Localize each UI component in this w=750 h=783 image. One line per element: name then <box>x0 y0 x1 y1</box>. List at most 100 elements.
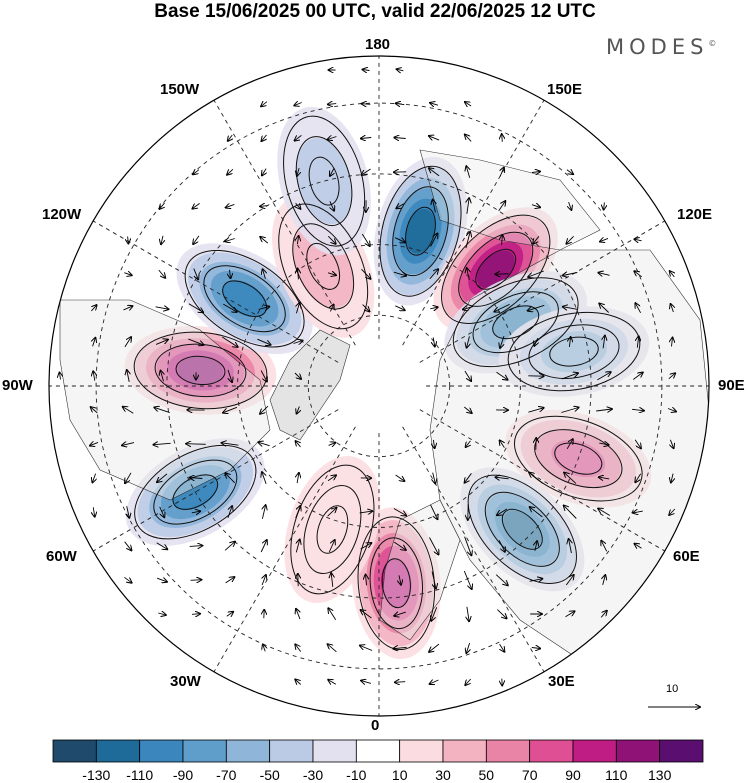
wind-arrow <box>362 168 371 175</box>
wind-arrow <box>93 507 94 516</box>
wind-arrow <box>533 236 540 243</box>
anomaly-contour <box>184 249 305 348</box>
wind-arrow <box>495 574 508 586</box>
wind-arrow <box>260 370 267 382</box>
wind-arrow <box>362 304 370 312</box>
wind-arrow <box>600 238 609 241</box>
wind-arrow <box>564 473 577 484</box>
wind-arrow <box>395 474 405 481</box>
wind-arrow <box>328 608 337 620</box>
wind-arrow <box>328 680 337 685</box>
wind-arrow <box>92 473 95 483</box>
wind-arrow <box>295 680 300 685</box>
meridian-line <box>213 99 356 346</box>
wind-arrow <box>429 168 440 177</box>
wind-arrow <box>393 541 406 550</box>
wind-arrow <box>328 443 336 446</box>
wind-arrow <box>154 407 170 414</box>
modes-logo: MODES© <box>606 35 716 59</box>
wind-arrow <box>296 609 300 620</box>
wind-arrow <box>123 306 133 310</box>
wind-arrow <box>263 645 265 652</box>
wind-arrow <box>222 443 239 445</box>
wind-arrow <box>330 305 333 312</box>
wind-arrow <box>467 336 470 347</box>
wind-arrow <box>190 580 202 581</box>
wind-arrow <box>294 372 301 379</box>
wind-arrow <box>632 409 644 410</box>
wind-arrow <box>193 268 198 280</box>
wind-arrow <box>528 270 544 277</box>
wind-arrow <box>396 103 405 104</box>
wind-arrow <box>296 303 299 314</box>
wind-arrow <box>262 168 266 176</box>
wind-arrow <box>227 506 232 519</box>
wind-arrow <box>362 104 371 105</box>
meridian-line <box>92 409 339 552</box>
wind-vectors <box>60 69 677 685</box>
wind-arrow <box>566 439 573 450</box>
wind-arrow <box>191 511 200 513</box>
wind-arrow <box>534 338 537 346</box>
wind-arrow <box>597 372 610 381</box>
wind-arrow <box>668 373 675 380</box>
anomaly-contour <box>441 214 551 324</box>
wind-arrow <box>297 236 298 245</box>
wind-arrow <box>667 409 676 412</box>
wind-arrow <box>93 338 96 347</box>
wind-arrow <box>535 541 537 551</box>
latitude-circle <box>307 314 451 458</box>
wind-arrow <box>563 307 578 310</box>
wind-arrow <box>227 369 232 382</box>
wind-arrow <box>500 440 505 448</box>
wind-arrow <box>530 507 543 518</box>
wind-arrow <box>635 544 642 549</box>
wind-arrow <box>298 269 299 280</box>
latitude-circle <box>237 244 521 528</box>
wind-arrow <box>395 306 404 310</box>
anomaly-center <box>277 106 371 256</box>
wind-arrow <box>466 440 471 447</box>
wind-arrow <box>159 506 165 517</box>
wind-arrow <box>224 542 235 551</box>
wind-arrow <box>123 407 134 414</box>
wind-arrow <box>188 303 203 313</box>
wind-arrow <box>122 443 135 446</box>
wind-arrow <box>262 575 266 586</box>
wind-arrow <box>361 610 372 619</box>
wind-arrow <box>502 134 503 142</box>
wind-arrow <box>394 138 406 139</box>
wind-arrow <box>467 606 469 621</box>
meridian-line <box>213 426 356 673</box>
wind-arrow <box>327 475 336 482</box>
wind-arrow <box>569 337 570 347</box>
wind-arrow <box>599 443 608 445</box>
wind-arrow <box>328 644 337 653</box>
wind-arrow <box>531 205 540 208</box>
wind-arrow <box>464 536 472 556</box>
wind-arrow <box>361 138 372 139</box>
wind-arrow <box>635 303 641 314</box>
wind-arrow <box>260 540 267 553</box>
wind-arrow <box>394 612 406 616</box>
wind-arrow <box>225 473 236 484</box>
lon-label-180: 180 <box>365 36 391 53</box>
wind-arrow <box>500 644 505 651</box>
wind-arrow <box>263 269 266 279</box>
wind-arrow <box>294 103 302 106</box>
wind-arrow <box>498 540 505 551</box>
wind-arrow <box>634 271 642 278</box>
wind-arrow <box>128 236 129 244</box>
wind-arrow <box>228 134 232 141</box>
wind-arrow <box>430 234 438 247</box>
wind-arrow <box>563 273 578 276</box>
wind-arrow <box>495 477 509 479</box>
wind-arrow <box>257 338 270 345</box>
wind-arrow <box>124 541 132 551</box>
wind-arrow <box>671 304 674 313</box>
latitude-circle <box>166 173 592 599</box>
wind-arrow <box>363 70 370 71</box>
wind-arrow <box>296 540 299 553</box>
land-scandinavia <box>379 499 461 641</box>
wind-arrow <box>531 172 540 173</box>
